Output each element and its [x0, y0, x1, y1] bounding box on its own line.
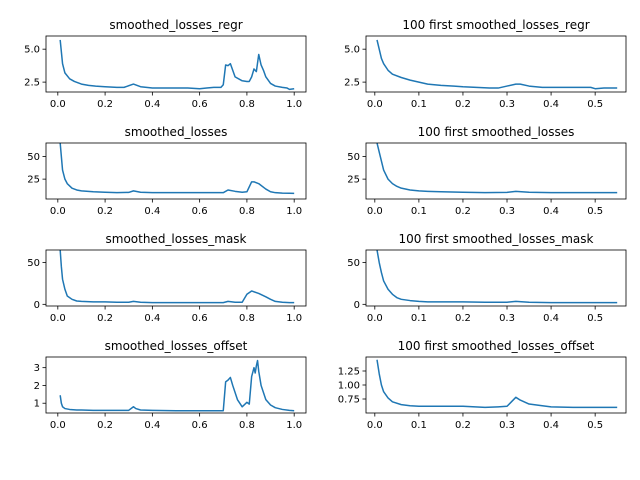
chart-title: smoothed_losses: [125, 125, 228, 139]
x-tick-label: 0.0: [367, 313, 383, 324]
x-tick-label: 0.0: [50, 420, 66, 431]
x-tick-label: 0.6: [192, 99, 208, 110]
x-tick-label: 1.0: [286, 313, 302, 324]
x-tick-label: 0.6: [192, 313, 208, 324]
x-tick-label: 0.1: [411, 313, 427, 324]
x-tick-label: 0.4: [144, 99, 160, 110]
x-tick-label: 0.4: [543, 99, 559, 110]
y-tick-label: 50: [347, 152, 360, 163]
x-tick-label: 0.2: [455, 206, 471, 217]
chart-title: 100 first smoothed_losses_regr: [402, 18, 589, 32]
x-tick-label: 0.0: [367, 99, 383, 110]
chart-panel-4: 100 first smoothed_losses 0.0 0.1 0.2 0.3 0.4…: [347, 125, 627, 217]
chart-panel-7: smoothed_losses_offset 0.0 0.2 0.4 0.6 0.8 1.0…: [34, 339, 307, 431]
y-tick-label: 25: [27, 175, 40, 186]
x-tick-label: 0.8: [239, 420, 255, 431]
x-tick-label: 0.6: [192, 206, 208, 217]
y-tick-label: 50: [27, 258, 40, 269]
x-tick-label: 0.3: [499, 206, 515, 217]
chart-panel-5: smoothed_losses_mask 0.0 0.2 0.4 0.6 0.8 1.0 0 5…: [27, 232, 307, 324]
x-tick-label: 0.4: [144, 420, 160, 431]
y-tick-label: 5.0: [24, 45, 40, 56]
x-tick-label: 0.0: [50, 206, 66, 217]
x-tick-label: 0.0: [50, 313, 66, 324]
x-tick-label: 0.4: [144, 313, 160, 324]
x-tick-label: 0.3: [499, 313, 515, 324]
x-tick-label: 0.4: [543, 420, 559, 431]
y-tick-label: 50: [347, 258, 360, 269]
x-tick-label: 0.1: [411, 420, 427, 431]
chart-panel-1: smoothed_losses_regr 0.0 0.2 0.4 0.6 0.8 1.0 2.…: [24, 18, 307, 110]
series-line: [376, 250, 618, 304]
chart-title: 100 first smoothed_losses_mask: [399, 232, 594, 246]
x-tick-label: 0.6: [192, 420, 208, 431]
chart-title: smoothed_losses_mask: [106, 232, 247, 246]
x-tick-label: 0.0: [367, 420, 383, 431]
series-line: [59, 250, 295, 304]
series-line: [59, 39, 295, 91]
y-tick-label: 25: [347, 175, 360, 186]
x-tick-label: 0.2: [97, 99, 113, 110]
chart-panel-8: 100 first smoothed_losses_offset 0.0 0.1 0.…: [338, 339, 627, 431]
x-tick-label: 0.3: [499, 420, 515, 431]
x-tick-label: 1.0: [286, 99, 302, 110]
chart-title: smoothed_losses_regr: [109, 18, 242, 32]
x-tick-label: 0.3: [499, 99, 515, 110]
y-tick-label: 1.25: [338, 367, 360, 378]
chart-panel-2: 100 first smoothed_losses_regr 0.0 0.1 0.2 0…: [344, 18, 627, 110]
axes-frame: [365, 356, 627, 414]
y-tick-label: 3: [34, 363, 40, 374]
axes-frame: [45, 35, 307, 93]
y-tick-label: 0.75: [338, 395, 360, 406]
chart-title: 100 first smoothed_losses_offset: [398, 339, 595, 353]
y-tick-label: 2.5: [344, 78, 360, 89]
y-tick-label: 50: [27, 152, 40, 163]
y-tick-label: 1: [34, 399, 40, 410]
x-tick-label: 0.8: [239, 206, 255, 217]
x-tick-label: 0.5: [587, 99, 603, 110]
y-tick-label: 2.5: [24, 78, 40, 89]
y-tick-label: 0: [354, 300, 360, 311]
x-tick-label: 0.1: [411, 99, 427, 110]
axes-frame: [365, 142, 627, 200]
axes-frame: [45, 142, 307, 200]
x-tick-label: 0.4: [543, 206, 559, 217]
chart-panel-6: 100 first smoothed_losses_mask 0.0 0.1 0.2 0…: [347, 232, 627, 324]
chart-title: smoothed_losses_offset: [105, 339, 248, 353]
x-tick-label: 0.2: [455, 99, 471, 110]
x-tick-label: 1.0: [286, 206, 302, 217]
x-tick-label: 0.2: [455, 420, 471, 431]
x-tick-label: 0.8: [239, 99, 255, 110]
axes-frame: [365, 35, 627, 93]
x-tick-label: 0.0: [50, 99, 66, 110]
x-tick-label: 0.4: [144, 206, 160, 217]
x-tick-label: 0.5: [587, 420, 603, 431]
x-tick-label: 0.5: [587, 206, 603, 217]
x-tick-label: 0.2: [455, 313, 471, 324]
x-tick-label: 0.0: [367, 206, 383, 217]
x-tick-label: 0.2: [97, 206, 113, 217]
chart-panel-3: smoothed_losses 0.0 0.2 0.4 0.6 0.8 1.0 25 50: [27, 125, 307, 217]
series-line: [59, 359, 295, 412]
y-tick-label: 2: [34, 381, 40, 392]
y-tick-label: 1.00: [338, 381, 360, 392]
x-tick-label: 0.2: [97, 420, 113, 431]
x-tick-label: 0.8: [239, 313, 255, 324]
x-tick-label: 0.2: [97, 313, 113, 324]
axes-frame: [45, 249, 307, 307]
axes-frame: [45, 356, 307, 414]
x-tick-label: 0.1: [411, 206, 427, 217]
series-line: [376, 143, 618, 194]
chart-title: 100 first smoothed_losses: [418, 125, 575, 139]
y-tick-label: 5.0: [344, 45, 360, 56]
series-line: [59, 143, 295, 195]
series-line: [376, 39, 618, 90]
series-line: [376, 359, 618, 409]
x-tick-label: 1.0: [286, 420, 302, 431]
y-tick-label: 0: [34, 300, 40, 311]
axes-frame: [365, 249, 627, 307]
x-tick-label: 0.4: [543, 313, 559, 324]
x-tick-label: 0.5: [587, 313, 603, 324]
